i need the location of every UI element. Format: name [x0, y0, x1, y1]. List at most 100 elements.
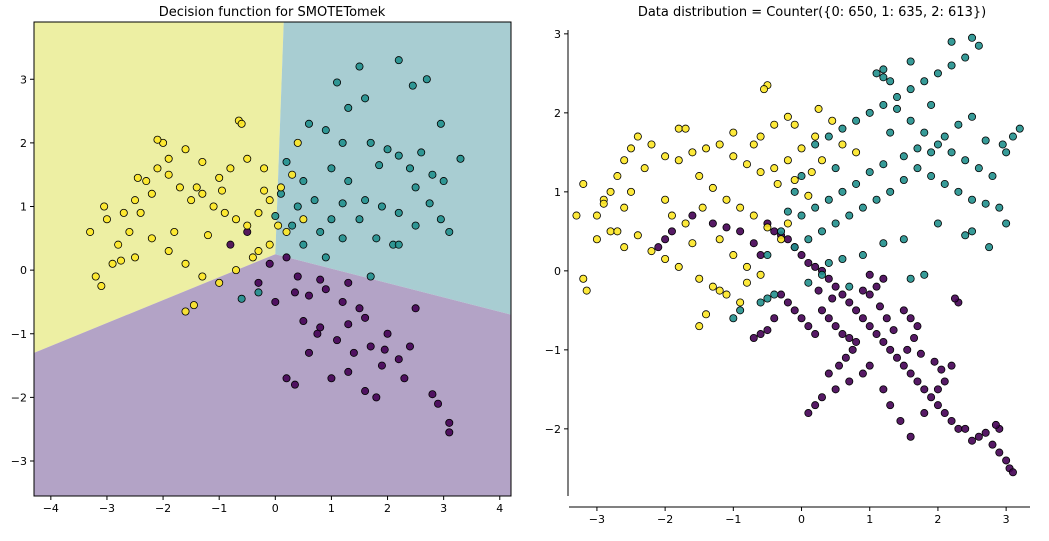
point-class-2 — [209, 202, 218, 211]
point-class-0 — [271, 297, 280, 306]
point-class-0 — [865, 361, 874, 370]
point-class-2 — [695, 274, 704, 283]
region-class-1 — [275, 22, 511, 315]
point-class-1 — [729, 314, 738, 323]
point-class-0 — [338, 297, 347, 306]
point-class-0 — [835, 361, 844, 370]
point-class-1 — [763, 251, 772, 260]
point-class-1 — [920, 270, 929, 279]
scatter-points — [572, 33, 1024, 477]
point-class-1 — [927, 148, 936, 157]
point-class-1 — [858, 203, 867, 212]
point-class-2 — [783, 112, 792, 121]
point-class-2 — [153, 135, 162, 144]
point-class-2 — [756, 132, 765, 141]
y-tick-label: −2 — [11, 391, 27, 404]
point-class-1 — [338, 199, 347, 208]
point-class-2 — [620, 203, 629, 212]
point-class-2 — [715, 140, 724, 149]
point-class-2 — [688, 239, 697, 248]
point-class-2 — [198, 157, 207, 166]
point-class-2 — [749, 140, 758, 149]
point-class-2 — [187, 196, 196, 205]
point-class-1 — [879, 65, 888, 74]
point-class-1 — [394, 208, 403, 217]
point-class-0 — [321, 285, 330, 294]
x-tick-label: −1 — [211, 502, 227, 515]
point-class-2 — [153, 164, 162, 173]
point-class-2 — [681, 219, 690, 228]
point-class-0 — [797, 314, 806, 323]
region-class-2 — [34, 22, 284, 353]
y-tick-label: 0 — [554, 265, 561, 278]
point-class-1 — [1015, 124, 1024, 133]
point-class-2 — [606, 227, 615, 236]
point-class-1 — [316, 227, 325, 236]
point-class-2 — [661, 195, 670, 204]
point-class-2 — [674, 124, 683, 133]
point-class-2 — [729, 128, 738, 137]
point-class-1 — [845, 282, 854, 291]
point-class-2 — [260, 164, 269, 173]
point-class-1 — [271, 212, 280, 221]
point-class-0 — [930, 357, 939, 366]
point-class-0 — [290, 380, 299, 389]
point-class-2 — [749, 211, 758, 220]
point-class-2 — [254, 208, 263, 217]
point-class-2 — [804, 191, 813, 200]
point-class-1 — [947, 148, 956, 157]
point-class-0 — [950, 294, 959, 303]
point-class-2 — [215, 278, 224, 287]
point-class-1 — [845, 211, 854, 220]
y-tick-label: −3 — [11, 455, 27, 468]
point-class-1 — [456, 154, 465, 163]
point-class-2 — [742, 262, 751, 271]
point-class-0 — [947, 361, 956, 370]
point-class-0 — [899, 306, 908, 315]
point-class-0 — [377, 361, 386, 370]
point-class-0 — [355, 304, 364, 313]
point-class-0 — [927, 393, 936, 402]
point-class-2 — [198, 272, 207, 281]
point-class-1 — [954, 120, 963, 129]
point-class-0 — [824, 369, 833, 378]
point-class-1 — [824, 195, 833, 204]
point-class-2 — [181, 307, 190, 316]
point-class-2 — [722, 195, 731, 204]
point-class-1 — [852, 116, 861, 125]
point-class-1 — [899, 175, 908, 184]
point-class-1 — [293, 202, 302, 211]
point-class-2 — [736, 203, 745, 212]
point-class-2 — [91, 272, 100, 281]
point-class-1 — [927, 172, 936, 181]
point-class-2 — [777, 235, 786, 244]
point-class-2 — [102, 215, 111, 224]
point-class-2 — [633, 231, 642, 240]
point-class-1 — [872, 195, 881, 204]
point-class-2 — [627, 144, 636, 153]
point-class-2 — [790, 120, 799, 129]
point-class-0 — [838, 290, 847, 299]
point-class-0 — [913, 322, 922, 331]
x-tick-label: −1 — [725, 513, 741, 526]
point-class-0 — [991, 420, 1000, 429]
point-class-2 — [108, 259, 117, 268]
point-class-1 — [425, 199, 434, 208]
point-class-1 — [968, 33, 977, 42]
point-class-1 — [327, 164, 336, 173]
point-class-0 — [882, 314, 891, 323]
x-tick-label: 2 — [934, 513, 941, 526]
point-class-2 — [582, 286, 591, 295]
point-class-0 — [940, 377, 949, 386]
point-class-2 — [742, 278, 751, 287]
point-class-1 — [408, 81, 417, 90]
point-class-0 — [749, 333, 758, 342]
point-class-0 — [817, 393, 826, 402]
point-class-0 — [372, 393, 381, 402]
point-class-0 — [400, 374, 409, 383]
point-class-0 — [708, 219, 717, 228]
point-class-1 — [933, 140, 942, 149]
point-class-1 — [961, 156, 970, 165]
point-class-0 — [879, 274, 888, 283]
point-class-2 — [116, 256, 125, 265]
